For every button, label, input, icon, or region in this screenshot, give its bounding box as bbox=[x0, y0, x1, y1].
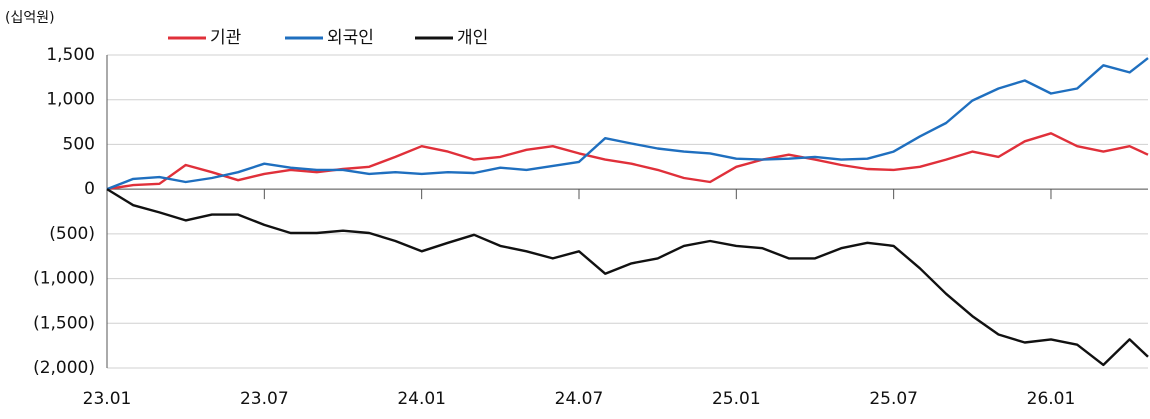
x-tick-label: 25.07 bbox=[869, 389, 918, 409]
line-series bbox=[106, 132, 1149, 191]
legend-label: 기관 bbox=[210, 28, 241, 48]
y-tick-label: 1,500 bbox=[46, 45, 95, 65]
unit-label: (십억원) bbox=[5, 10, 55, 26]
y-tick-label: 500 bbox=[63, 134, 95, 154]
x-tick-label: 24.01 bbox=[397, 389, 446, 409]
x-tick-label: 23.07 bbox=[240, 389, 289, 409]
legend-label: 개인 bbox=[457, 28, 488, 48]
x-tick-label: 25.01 bbox=[712, 389, 761, 409]
line-series bbox=[106, 188, 1149, 367]
y-tick-label: (1,000) bbox=[33, 269, 95, 289]
y-tick-label: (2,000) bbox=[33, 358, 95, 378]
y-tick-label: 0 bbox=[84, 179, 95, 199]
x-tick-label: 26.01 bbox=[1027, 389, 1076, 409]
y-tick-label: (500) bbox=[49, 224, 95, 244]
line-series bbox=[106, 57, 1149, 191]
y-tick-label: (1,500) bbox=[33, 313, 95, 333]
x-tick-label: 23.01 bbox=[83, 389, 132, 409]
y-tick-label: 1,000 bbox=[46, 90, 95, 110]
x-tick-label: 24.07 bbox=[555, 389, 604, 409]
legend-label: 외국인 bbox=[327, 28, 374, 48]
